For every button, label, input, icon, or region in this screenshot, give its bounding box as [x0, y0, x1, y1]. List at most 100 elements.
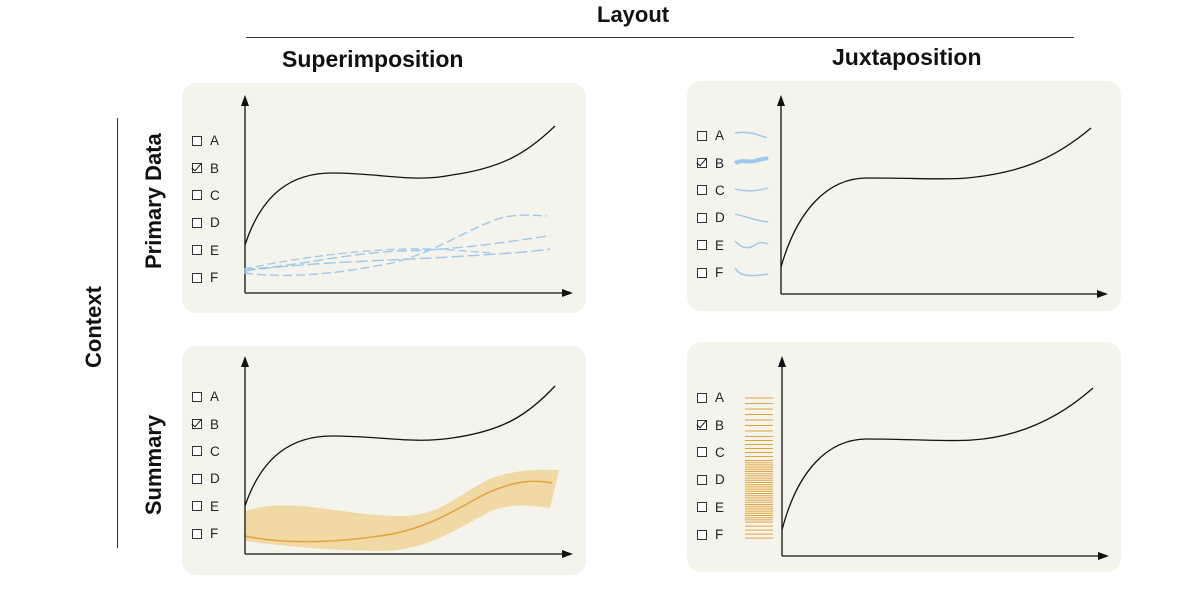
- checkbox-unchecked[interactable]: [697, 502, 707, 513]
- checkbox-unchecked[interactable]: [192, 190, 202, 201]
- checkbox-unchecked[interactable]: [697, 185, 707, 196]
- checkbox-label: E: [210, 498, 220, 514]
- checkbox-item-f[interactable]: F: [192, 264, 220, 291]
- sparkline-a: [734, 131, 768, 139]
- chart-area: [241, 356, 573, 558]
- checkbox-checked[interactable]: [192, 163, 202, 174]
- summary-rug: [745, 397, 773, 539]
- checkbox-unchecked[interactable]: [192, 391, 202, 402]
- checkbox-label: D: [210, 215, 220, 231]
- checkbox-unchecked[interactable]: [192, 528, 202, 539]
- checkbox-item-c[interactable]: C: [192, 438, 220, 465]
- sparkline-f: [734, 267, 769, 277]
- checkbox-label: E: [715, 237, 725, 253]
- context-line-2: [243, 248, 551, 272]
- checkbox-label: C: [715, 444, 725, 460]
- checkbox-checked[interactable]: [697, 158, 707, 169]
- primary-line: [244, 125, 556, 246]
- checkbox-checked[interactable]: [192, 419, 202, 430]
- x-axis-arrowhead: [1097, 290, 1108, 298]
- checkbox-item-f[interactable]: F: [697, 521, 725, 548]
- y-axis-arrowhead: [241, 95, 249, 106]
- checkbox-item-e[interactable]: E: [697, 232, 725, 259]
- checkbox-unchecked[interactable]: [697, 130, 707, 141]
- checkbox-unchecked[interactable]: [697, 267, 707, 278]
- checkbox-label: D: [715, 472, 725, 488]
- checkbox-unchecked[interactable]: [192, 473, 202, 484]
- context-title: Context: [81, 286, 106, 368]
- column-title-juxtaposition: Juxtaposition: [832, 44, 982, 70]
- checkbox-label: B: [210, 160, 220, 176]
- checkbox-unchecked[interactable]: [697, 392, 707, 403]
- row-title-primary-data: Primary Data: [141, 133, 166, 269]
- checkbox-unchecked[interactable]: [192, 135, 202, 146]
- context-divider: [117, 118, 118, 548]
- checkbox-item-e[interactable]: E: [192, 237, 220, 264]
- checkbox-item-d[interactable]: D: [697, 466, 725, 493]
- checkbox-unchecked[interactable]: [697, 240, 707, 251]
- checkbox-label: E: [210, 242, 220, 258]
- chart-area: [241, 95, 573, 297]
- checkbox-unchecked[interactable]: [192, 501, 202, 512]
- y-axis-arrowhead: [241, 356, 249, 367]
- checkbox-item-b[interactable]: B: [697, 149, 725, 176]
- context-line-4: [243, 248, 493, 270]
- checkbox-label: F: [715, 527, 724, 543]
- x-axis-arrowhead: [562, 289, 573, 297]
- column-title-superimposition: Superimposition: [282, 46, 464, 72]
- checkbox-item-b[interactable]: B: [697, 411, 725, 438]
- checkbox-label: D: [715, 210, 725, 226]
- checkbox-label: F: [715, 265, 724, 281]
- checkbox-item-e[interactable]: E: [192, 493, 220, 520]
- primary-line: [780, 127, 1092, 268]
- checkbox-item-c[interactable]: C: [192, 182, 220, 209]
- x-axis-arrowhead: [562, 550, 573, 558]
- checkbox-unchecked[interactable]: [192, 272, 202, 283]
- context-line-1: [243, 235, 548, 270]
- checkbox-unchecked[interactable]: [697, 447, 707, 458]
- checkbox-item-b[interactable]: B: [192, 154, 220, 181]
- sparkline-c: [734, 187, 769, 192]
- checkbox-unchecked[interactable]: [192, 245, 202, 256]
- checkbox-label: F: [210, 270, 219, 286]
- primary-line: [244, 385, 556, 507]
- checkbox-item-e[interactable]: E: [697, 494, 725, 521]
- checkbox-item-a[interactable]: A: [192, 383, 220, 410]
- checkbox-unchecked[interactable]: [697, 474, 707, 485]
- summary-line: [244, 480, 553, 543]
- y-axis-arrowhead: [778, 356, 786, 367]
- checkbox-label: A: [715, 128, 725, 144]
- checkbox-label: C: [210, 187, 220, 203]
- checkbox-checked[interactable]: [697, 420, 707, 431]
- checkbox-item-d[interactable]: D: [192, 465, 220, 492]
- checkbox-item-a[interactable]: A: [697, 122, 725, 149]
- layout-divider: [246, 37, 1074, 38]
- checkbox-item-f[interactable]: F: [192, 520, 220, 547]
- checkbox-item-c[interactable]: C: [697, 177, 725, 204]
- primary-line: [781, 387, 1094, 531]
- checkbox-label: A: [210, 389, 220, 405]
- checkbox-item-a[interactable]: A: [697, 384, 725, 411]
- checkbox-unchecked[interactable]: [697, 212, 707, 223]
- sparkline-d: [734, 213, 769, 223]
- y-axis-arrowhead: [777, 95, 785, 106]
- checkbox-unchecked[interactable]: [192, 446, 202, 457]
- checkbox-unchecked[interactable]: [192, 217, 202, 228]
- checkbox-item-d[interactable]: D: [697, 204, 725, 231]
- checkbox-label: B: [210, 416, 220, 432]
- checkbox-item-a[interactable]: A: [192, 127, 220, 154]
- checkbox-item-b[interactable]: B: [192, 410, 220, 437]
- checkbox-item-d[interactable]: D: [192, 209, 220, 236]
- chart-area: [745, 356, 1109, 560]
- summary-band: [245, 469, 559, 551]
- checkbox-label: C: [715, 182, 725, 198]
- checkbox-item-c[interactable]: C: [697, 439, 725, 466]
- checkbox-item-f[interactable]: F: [697, 259, 725, 286]
- chart-area: [734, 95, 1108, 298]
- checkbox-unchecked[interactable]: [697, 529, 707, 540]
- checkbox-label: B: [715, 155, 725, 171]
